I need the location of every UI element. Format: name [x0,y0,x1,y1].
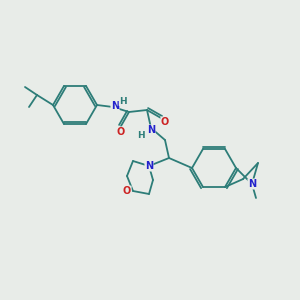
Text: N: N [145,161,153,171]
Text: H: H [119,97,127,106]
Text: N: N [147,125,155,135]
Text: N: N [248,179,256,189]
Text: O: O [123,186,131,196]
Text: H: H [137,131,145,140]
Text: O: O [161,117,169,127]
Text: O: O [117,127,125,137]
Text: N: N [111,101,119,111]
